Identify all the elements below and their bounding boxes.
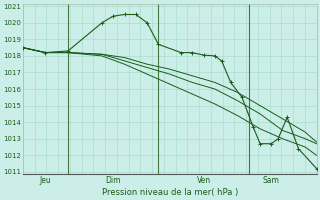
X-axis label: Pression niveau de la mer( hPa ): Pression niveau de la mer( hPa ) <box>101 188 238 197</box>
